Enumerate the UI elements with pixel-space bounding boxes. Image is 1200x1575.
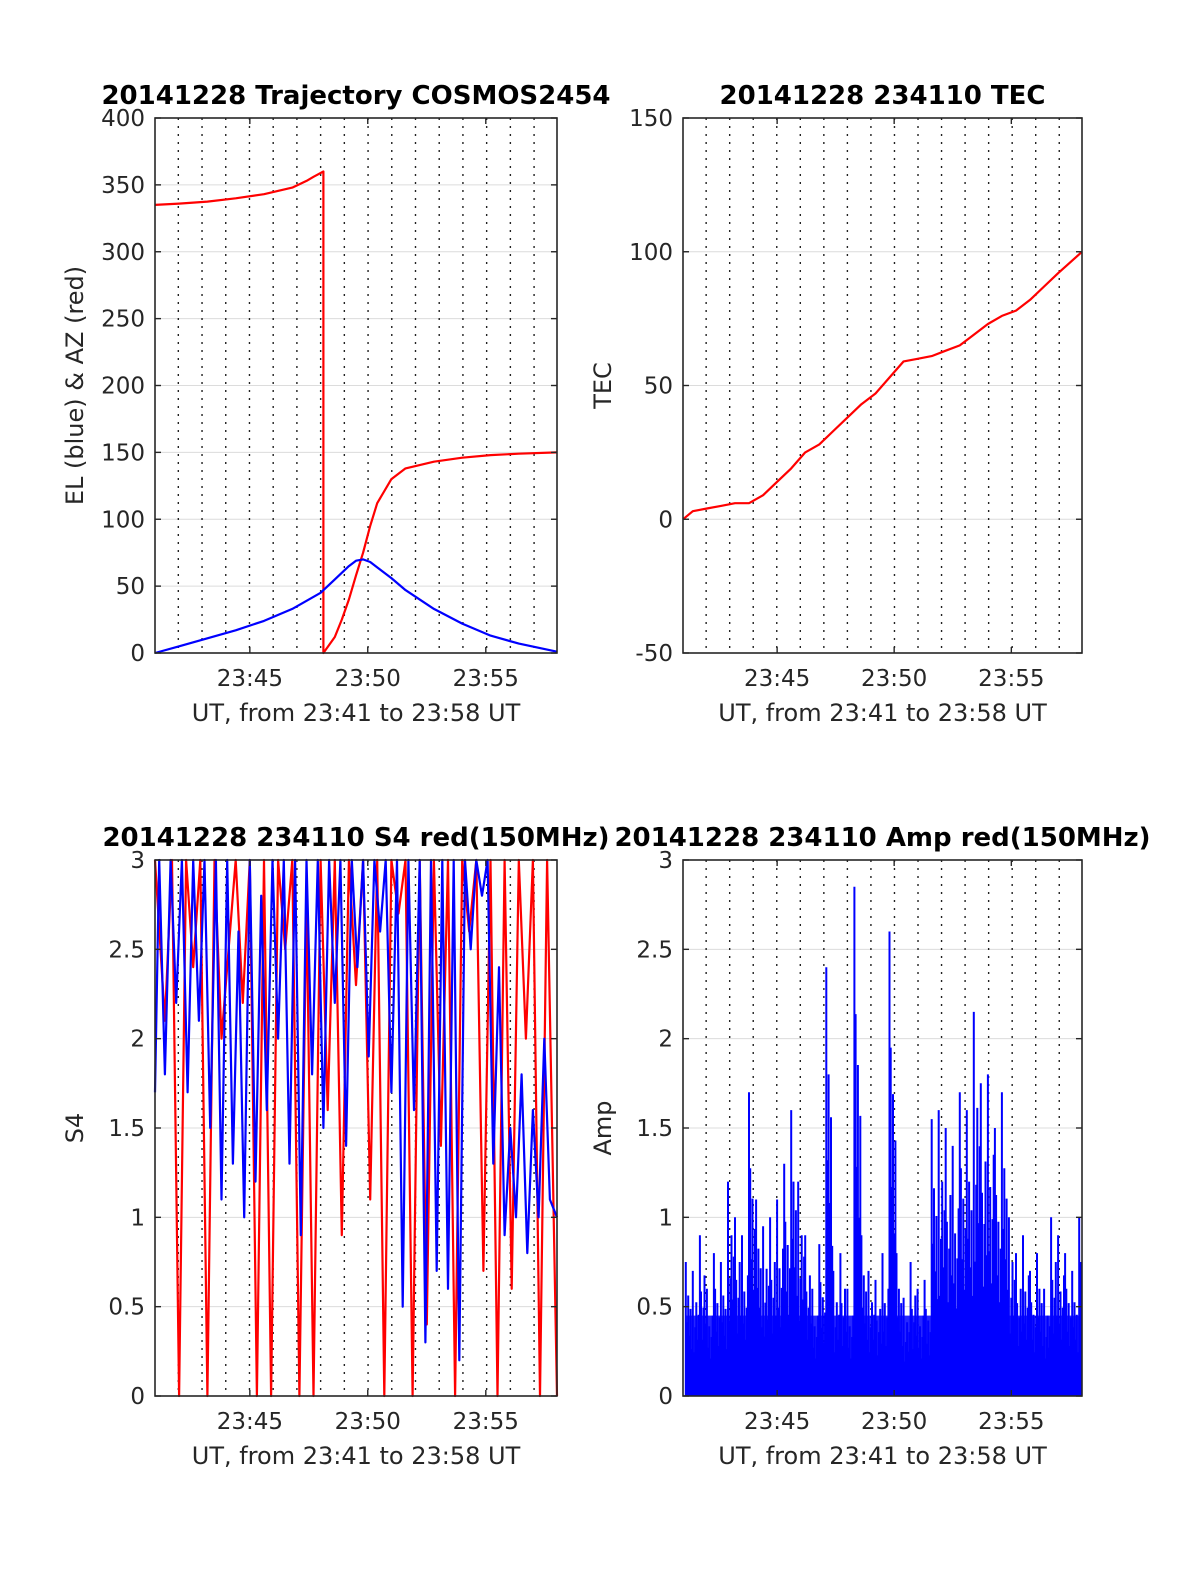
s4-ytick-label: 3 xyxy=(130,848,145,874)
trajectory-series-1 xyxy=(154,558,558,655)
s4-ytick-label: 1.5 xyxy=(108,1116,145,1142)
amp-ytick-label: 1 xyxy=(658,1205,673,1231)
trajectory-title: 20141228 Trajectory COSMOS2454 xyxy=(101,81,610,111)
amp-title: 20141228 234110 Amp red(150MHz) xyxy=(614,823,1150,853)
trajectory-ytick-label: 300 xyxy=(101,240,145,266)
trajectory-series-0 xyxy=(154,170,558,655)
s4-title: 20141228 234110 S4 red(150MHz) xyxy=(102,823,609,853)
amp-bar xyxy=(825,967,834,1396)
amp-ytick-label: 2 xyxy=(658,1027,673,1053)
s4-ytick-label: 0 xyxy=(130,1384,145,1410)
amp-ytick-label: 2.5 xyxy=(636,937,673,963)
tec-title: 20141228 234110 TEC xyxy=(720,81,1046,111)
s4-xtick-label: 23:50 xyxy=(335,1409,401,1435)
s4-ytick-label: 2 xyxy=(130,1027,145,1053)
trajectory-chart: 0 50 100 150 200 250 300 350 400 23:45 23:50 23:55 2… xyxy=(61,81,611,727)
tec-xlabel: UT, from 23:41 to 23:58 UT xyxy=(718,699,1047,727)
tec-xtick-label: 23:45 xyxy=(744,666,810,692)
s4-xlabel: UT, from 23:41 to 23:58 UT xyxy=(192,1442,521,1470)
trajectory-ytick-label: 350 xyxy=(101,173,145,199)
trajectory-ylabel: EL (blue) & AZ (red) xyxy=(61,266,89,505)
trajectory-xlabel: UT, from 23:41 to 23:58 UT xyxy=(192,699,521,727)
amp-chart: 0 0.5 1 1.5 2 2.5 3 23:45 23:50 23:55 20141228 234… xyxy=(589,823,1151,1470)
tec-ytick-label: 0 xyxy=(658,507,673,533)
tec-ylabel: TEC xyxy=(589,362,617,410)
amp-ytick-label: 0.5 xyxy=(636,1295,673,1321)
s4-ytick-label: 2.5 xyxy=(108,937,145,963)
trajectory-xtick-label: 23:45 xyxy=(217,666,283,692)
s4-ytick-label: 0.5 xyxy=(108,1295,145,1321)
amp-xtick-label: 23:45 xyxy=(744,1409,810,1435)
s4-xtick-label: 23:55 xyxy=(453,1409,519,1435)
s4-ytick-label: 1 xyxy=(130,1205,145,1231)
s4-series-1 xyxy=(153,858,559,1362)
trajectory-ytick-label: 100 xyxy=(101,507,145,533)
trajectory-ytick-label: 50 xyxy=(116,574,145,600)
trajectory-ytick-label: 150 xyxy=(101,440,145,466)
tec-ytick-label: 50 xyxy=(644,374,673,400)
tec-ytick-label: 100 xyxy=(629,240,673,266)
tec-ytick-label: 150 xyxy=(629,106,673,132)
amp-noise-floor xyxy=(685,1315,1080,1396)
tec-series-0 xyxy=(682,250,1083,521)
trajectory-xtick-label: 23:55 xyxy=(453,666,519,692)
tec-chart: -50 0 50 100 150 23:45 23:50 23:55 20141228 2341… xyxy=(589,81,1083,727)
amp-xlabel: UT, from 23:41 to 23:58 UT xyxy=(718,1442,1047,1470)
trajectory-ytick-label: 400 xyxy=(101,106,145,132)
tec-ytick-label: -50 xyxy=(635,641,673,667)
tec-xtick-label: 23:50 xyxy=(861,666,927,692)
tec-xtick-label: 23:55 xyxy=(978,666,1044,692)
s4-chart: 0 0.5 1 1.5 2 2.5 3 23:45 23:50 23:55 20141228 234… xyxy=(61,823,610,1470)
amp-bar xyxy=(853,886,862,1396)
amp-ytick-label: 0 xyxy=(658,1384,673,1410)
trajectory-ytick-label: 0 xyxy=(130,641,145,667)
amp-ytick-label: 1.5 xyxy=(636,1116,673,1142)
trajectory-xtick-label: 23:50 xyxy=(335,666,401,692)
s4-ylabel: S4 xyxy=(61,1113,89,1144)
trajectory-ytick-label: 250 xyxy=(101,307,145,333)
amp-ytick-label: 3 xyxy=(658,848,673,874)
trajectory-ytick-label: 200 xyxy=(101,374,145,400)
s4-xtick-label: 23:45 xyxy=(217,1409,283,1435)
amp-ylabel: Amp xyxy=(589,1100,617,1155)
amp-bar xyxy=(888,931,897,1396)
amp-xtick-label: 23:55 xyxy=(978,1409,1044,1435)
amp-xtick-label: 23:50 xyxy=(861,1409,927,1435)
